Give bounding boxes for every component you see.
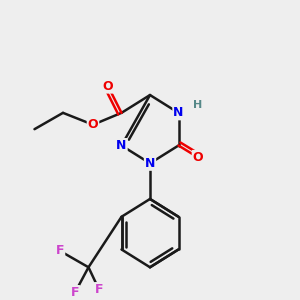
Text: N: N: [116, 139, 127, 152]
Text: N: N: [173, 106, 184, 119]
Text: N: N: [145, 157, 155, 170]
Text: F: F: [56, 244, 64, 257]
Text: O: O: [88, 118, 98, 131]
Text: O: O: [103, 80, 113, 93]
Text: F: F: [71, 286, 79, 299]
Text: H: H: [194, 100, 202, 110]
Text: F: F: [95, 283, 103, 296]
Text: O: O: [193, 151, 203, 164]
